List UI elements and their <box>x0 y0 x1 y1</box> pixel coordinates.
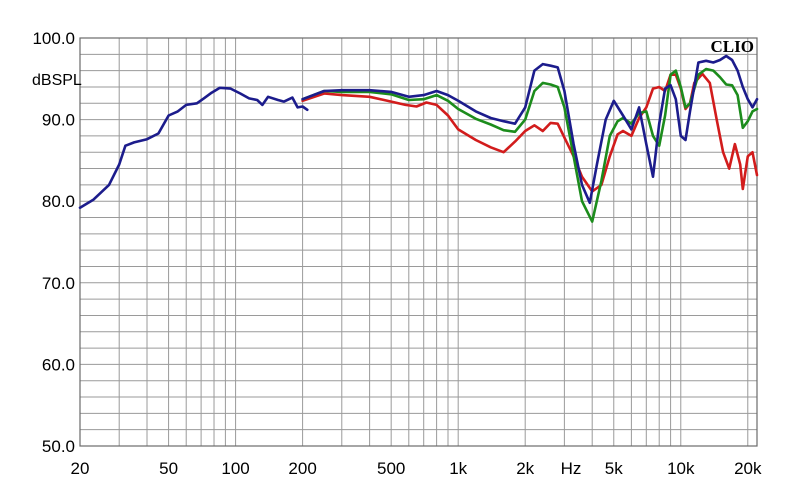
x-tick-label: 10k <box>667 459 695 478</box>
x-tick-label: 50 <box>159 459 178 478</box>
horizontal-gridlines <box>80 53 757 431</box>
y-tick-label: 60.0 <box>42 355 75 374</box>
y-tick-label: 70.0 <box>42 274 75 293</box>
series-line-2 <box>301 72 759 193</box>
y-tick-label: 100.0 <box>32 29 75 48</box>
x-tick-label: 500 <box>377 459 405 478</box>
x-tick-labels: 20 50 100 200 500 1k 2k 5k 10k 20k <box>71 459 762 478</box>
x-tick-label: 200 <box>288 459 316 478</box>
series-line-1 <box>78 86 309 209</box>
y-tick-label: 50.0 <box>42 437 75 456</box>
x-tick-label: 100 <box>221 459 249 478</box>
series-line-4 <box>301 54 759 205</box>
x-tick-label: 20 <box>71 459 90 478</box>
x-tick-label: 2k <box>516 459 534 478</box>
x-tick-label: 20k <box>734 459 762 478</box>
y-tick-label: 90.0 <box>42 111 75 130</box>
series-layer <box>78 54 759 223</box>
x-axis-unit-label: Hz <box>561 459 582 478</box>
x-tick-label: 1k <box>449 459 467 478</box>
x-tick-label: 5k <box>605 459 623 478</box>
clio-brand-label: CLIO <box>711 37 754 56</box>
vertical-gridlines <box>118 38 749 446</box>
y-tick-label: 80.0 <box>42 192 75 211</box>
series-line-3 <box>301 67 759 223</box>
y-axis-unit-label: dBSPL <box>32 72 82 89</box>
plot-frame <box>79 37 758 447</box>
y-tick-labels: 100.0 90.0 80.0 70.0 60.0 50.0 <box>32 29 75 456</box>
